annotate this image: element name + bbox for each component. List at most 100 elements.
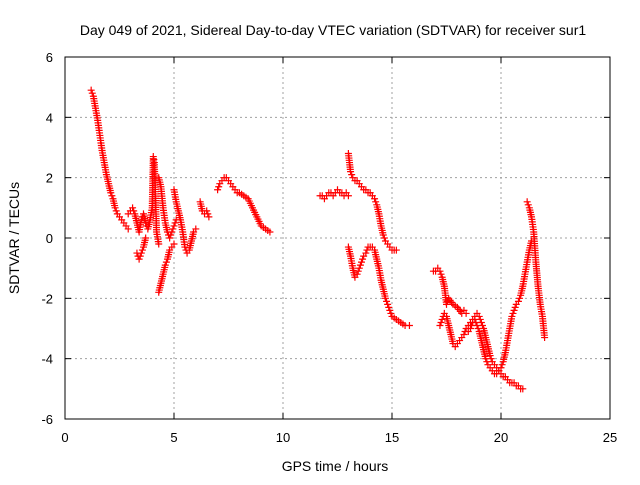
data-point	[443, 300, 450, 308]
series-arc-c	[133, 234, 150, 263]
data-point	[170, 240, 178, 248]
x-axis-label: GPS time / hours	[282, 458, 389, 474]
data-point	[214, 186, 222, 194]
data-point	[516, 294, 524, 302]
data-point	[354, 267, 362, 275]
series-arc-n	[464, 237, 536, 378]
data-point	[347, 168, 355, 176]
data-point	[203, 207, 211, 215]
data-point	[142, 234, 150, 242]
data-point	[88, 89, 96, 97]
data-point	[466, 325, 474, 332]
x-tick-label: 20	[494, 430, 508, 445]
data-point	[356, 261, 364, 269]
data-point	[509, 309, 517, 317]
data-point	[436, 321, 444, 329]
data-point	[162, 258, 170, 266]
chart-title: Day 049 of 2021, Sidereal Day-to-day VTE…	[80, 22, 586, 38]
data-point	[487, 355, 495, 363]
data-point	[392, 246, 400, 254]
y-tick-label: -4	[41, 352, 53, 367]
x-tick-label: 25	[603, 430, 617, 445]
series-arc-h	[214, 174, 274, 236]
y-tick-label: 4	[46, 110, 53, 125]
series-arc-o	[475, 312, 527, 393]
data-point	[523, 198, 531, 206]
data-point	[344, 192, 352, 200]
data-point	[386, 306, 394, 314]
data-point	[205, 213, 213, 221]
data-point	[355, 264, 363, 272]
data-point	[130, 207, 138, 215]
data-point	[486, 352, 494, 360]
series-arc-a	[87, 86, 132, 233]
data-point	[168, 228, 176, 236]
data-point	[108, 192, 116, 200]
data-point	[541, 334, 549, 342]
data-point	[372, 198, 380, 206]
data-point	[379, 231, 387, 239]
y-tick-label: -6	[41, 412, 53, 427]
axis-ticks: 0 5 10 15 20 25 -6 -4 -2 0 2 4 6	[41, 50, 617, 445]
data-point	[124, 225, 132, 233]
data-point	[192, 225, 200, 233]
data-point	[363, 246, 371, 254]
data-point	[436, 267, 444, 275]
data-point	[161, 261, 169, 269]
data-point	[371, 195, 379, 203]
data-point	[519, 385, 527, 393]
series-arc-f	[170, 186, 200, 257]
data-point	[514, 297, 522, 305]
data-point	[170, 222, 178, 230]
data-point	[129, 204, 137, 212]
data-point	[380, 234, 388, 242]
data-point	[167, 231, 175, 239]
data-point	[387, 309, 395, 317]
data-point	[169, 225, 177, 233]
data-point	[142, 219, 150, 227]
data-points	[87, 86, 549, 393]
series-arc-i	[316, 186, 352, 203]
series-arc-d	[155, 174, 180, 242]
data-point	[359, 255, 367, 263]
data-point	[137, 216, 145, 224]
data-point	[510, 306, 518, 314]
data-point	[135, 255, 143, 263]
series-arc-p	[523, 198, 549, 342]
data-point	[155, 240, 163, 248]
data-point	[381, 294, 389, 302]
data-point	[353, 270, 361, 278]
data-point	[508, 312, 516, 320]
series-arc-j	[344, 150, 400, 254]
data-point	[171, 219, 179, 227]
data-point	[438, 315, 446, 323]
x-tick-label: 0	[61, 430, 68, 445]
data-point	[357, 258, 365, 266]
data-point	[136, 252, 144, 260]
data-point	[383, 297, 391, 305]
data-point	[460, 331, 468, 339]
data-point	[475, 312, 483, 320]
data-point	[107, 189, 115, 197]
data-point	[385, 303, 393, 311]
y-tick-label: 6	[46, 50, 53, 65]
data-point	[112, 207, 120, 215]
data-point	[138, 246, 146, 254]
data-point	[181, 243, 189, 251]
data-point	[215, 183, 223, 191]
data-point	[405, 321, 413, 329]
series-arc-l	[429, 264, 470, 317]
data-point	[384, 300, 392, 308]
data-point	[498, 361, 506, 369]
x-tick-label: 5	[170, 430, 177, 445]
data-point	[137, 249, 145, 257]
data-point	[111, 204, 119, 212]
y-tick-label: -2	[41, 291, 53, 306]
data-point	[462, 309, 470, 317]
y-tick-label: 2	[46, 171, 53, 186]
y-axis-label: SDTVAR / TECUs	[6, 182, 22, 294]
data-point	[476, 315, 484, 323]
